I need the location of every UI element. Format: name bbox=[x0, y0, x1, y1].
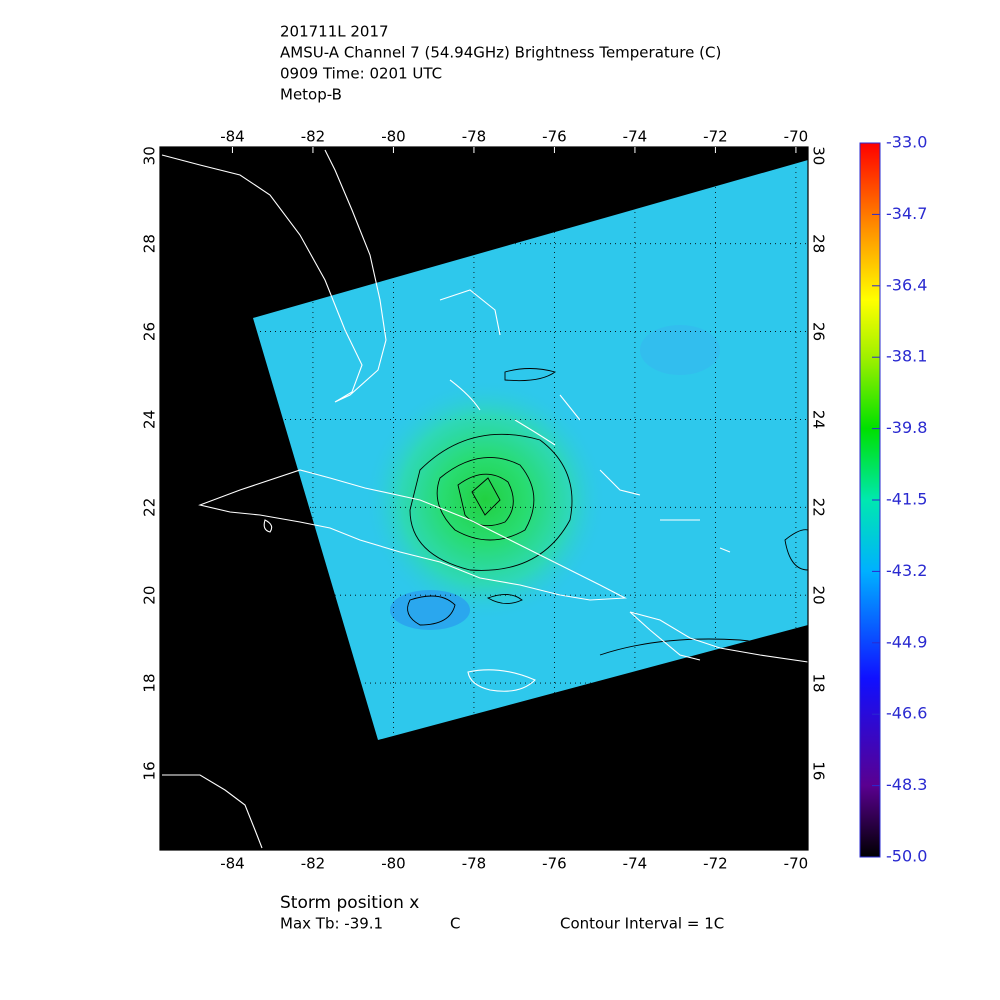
lat-tick-label: 30 bbox=[810, 146, 828, 165]
colorbar-tick-label: -50.0 bbox=[886, 847, 927, 866]
colorbar-tick-label: -39.8 bbox=[886, 418, 927, 437]
lat-tick-label: 24 bbox=[141, 410, 159, 429]
lon-tick-label: -76 bbox=[542, 855, 567, 873]
lon-tick-label: -80 bbox=[381, 128, 406, 146]
lat-tick-label: 16 bbox=[141, 761, 159, 780]
lon-tick-label: -72 bbox=[703, 128, 728, 146]
lon-tick-label: -84 bbox=[220, 128, 245, 146]
lon-tick-label: -76 bbox=[542, 128, 567, 146]
lon-tick-label: -78 bbox=[462, 855, 487, 873]
lat-tick-label: 20 bbox=[810, 586, 828, 605]
colorbar: -33.0 -34.7 -36.4 -38.1 -39.8 -41.5 -43.2 -44.9… bbox=[859, 133, 927, 866]
lon-tick-label: -72 bbox=[703, 855, 728, 873]
lon-tick-label: -82 bbox=[301, 128, 326, 146]
colorbar-tick-label: -36.4 bbox=[886, 275, 927, 294]
lat-tick-label: 22 bbox=[810, 498, 828, 517]
lat-tick-label: 26 bbox=[810, 322, 828, 341]
header-line: 0909 Time: 0201 UTC bbox=[280, 65, 442, 83]
lat-tick-label: 24 bbox=[810, 410, 828, 429]
lon-tick-label: -70 bbox=[784, 128, 809, 146]
lat-tick-label: 18 bbox=[141, 673, 159, 692]
colorbar-tick-label: -34.7 bbox=[886, 204, 927, 223]
storm-position: Storm position x bbox=[280, 893, 419, 913]
colorbar-tick-label: -33.0 bbox=[886, 133, 927, 152]
colorbar-tick-label: -43.2 bbox=[886, 561, 927, 580]
colorbar-tick-label: -38.1 bbox=[886, 347, 927, 366]
lat-tick-label: 22 bbox=[141, 498, 159, 517]
lat-tick-label: 16 bbox=[810, 761, 828, 780]
lon-tick-label: -80 bbox=[381, 855, 406, 873]
lat-tick-label: 30 bbox=[141, 146, 159, 165]
colorbar-tick-label: -48.3 bbox=[886, 775, 927, 794]
lon-tick-label: -84 bbox=[220, 855, 245, 873]
lat-tick-label: 28 bbox=[141, 234, 159, 253]
max-tb-unit: C bbox=[450, 915, 460, 933]
lon-tick-label: -74 bbox=[623, 855, 648, 873]
max-tb: Max Tb: -39.1 bbox=[280, 915, 383, 933]
header-line: 201711L 2017 bbox=[280, 23, 389, 41]
header-line: Metop-B bbox=[280, 86, 342, 104]
lat-tick-label: 26 bbox=[141, 322, 159, 341]
header-line: AMSU-A Channel 7 (54.94GHz) Brightness T… bbox=[280, 44, 721, 62]
lat-tick-label: 18 bbox=[810, 673, 828, 692]
header: 201711L 2017 AMSU-A Channel 7 (54.94GHz)… bbox=[280, 23, 721, 104]
colorbar-tick-label: -41.5 bbox=[886, 490, 927, 509]
lon-tick-label: -70 bbox=[784, 855, 809, 873]
colorbar-tick-label: -44.9 bbox=[886, 632, 927, 651]
contour-interval: Contour Interval = 1C bbox=[560, 915, 724, 933]
lat-tick-label: 28 bbox=[810, 234, 828, 253]
footer: Storm position x Max Tb: -39.1 C Contour… bbox=[280, 893, 724, 933]
colorbar-tick-label: -46.6 bbox=[886, 704, 927, 723]
lon-tick-label: -74 bbox=[623, 128, 648, 146]
map: -84 -84 -82 -82 -80 -80 -78 -78 -76 -76 -74 -74 -72 -… bbox=[141, 128, 828, 873]
coastlines bbox=[161, 149, 809, 849]
lon-tick-label: -82 bbox=[301, 855, 326, 873]
lat-tick-label: 20 bbox=[141, 586, 159, 605]
map-frame bbox=[159, 146, 809, 851]
lon-tick-label: -78 bbox=[462, 128, 487, 146]
